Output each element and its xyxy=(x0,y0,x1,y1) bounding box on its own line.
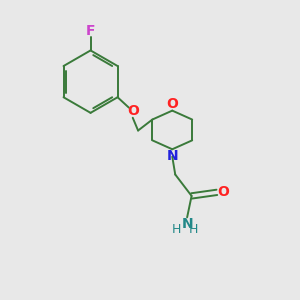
Text: O: O xyxy=(218,185,229,200)
Text: N: N xyxy=(167,149,178,163)
Text: H: H xyxy=(172,223,182,236)
Text: H: H xyxy=(189,223,198,236)
Text: O: O xyxy=(166,97,178,111)
Text: O: O xyxy=(127,104,139,118)
Text: F: F xyxy=(86,23,95,38)
Text: N: N xyxy=(181,217,193,231)
